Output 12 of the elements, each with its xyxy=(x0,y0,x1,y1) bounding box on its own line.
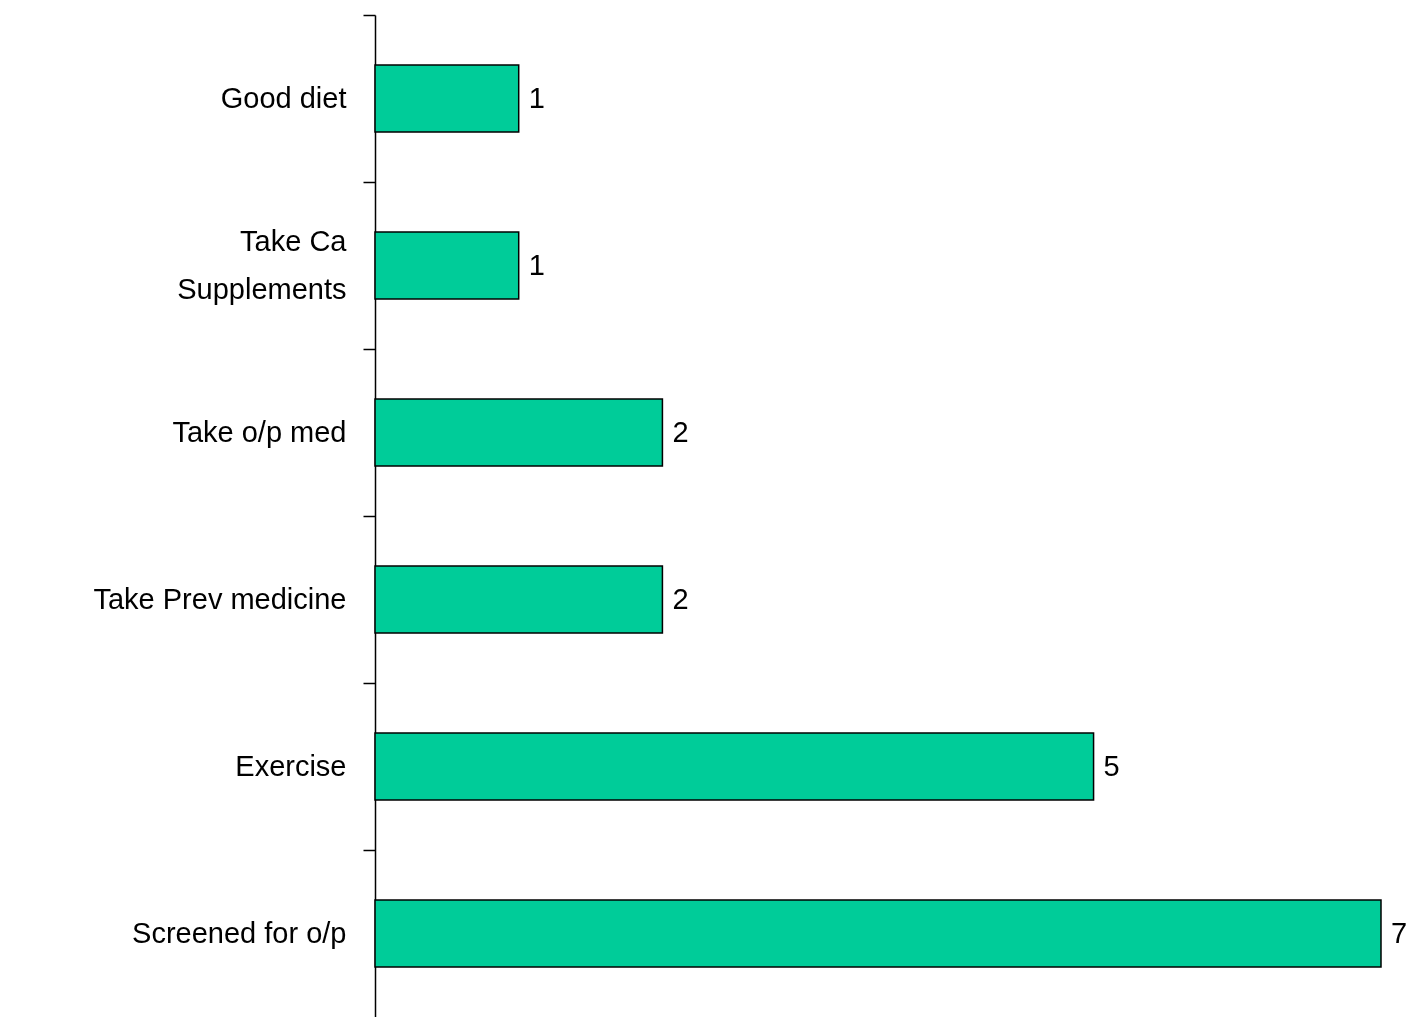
data-label: 1 xyxy=(528,248,545,281)
data-label: 2 xyxy=(672,415,689,448)
y-tick-label: Take Ca Supplements xyxy=(177,225,348,305)
y-tick-label: Screened for o/p xyxy=(132,917,347,949)
y-tick-label: Take Prev medicine xyxy=(93,583,347,615)
y-tick-label: Take o/p med xyxy=(172,416,347,448)
data-label: 7 xyxy=(1391,916,1408,949)
data-label: 5 xyxy=(1103,749,1120,782)
data-label: 2 xyxy=(672,582,689,615)
data-label: 1 xyxy=(528,81,545,114)
y-tick-label: Exercise xyxy=(235,750,347,782)
y-tick-label: Good diet xyxy=(220,82,347,114)
